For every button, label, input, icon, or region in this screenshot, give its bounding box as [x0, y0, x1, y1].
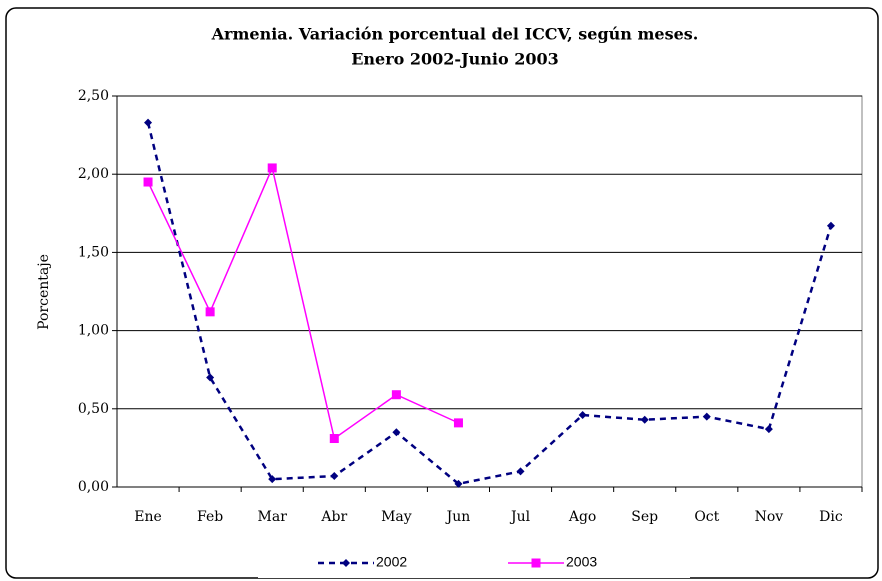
x-tick-label: Sep [631, 509, 658, 525]
x-tick-label: Abr [320, 509, 347, 525]
series-line [147, 165, 459, 440]
marker [143, 177, 153, 187]
marker [267, 163, 277, 173]
legend: 2002 2003 [318, 554, 597, 570]
chart-subtitle: Enero 2002-Junio 2003 [351, 50, 559, 69]
marker [205, 307, 215, 317]
marker [578, 411, 587, 420]
x-tick-label: Jun [445, 509, 471, 525]
x-tick-label: May [381, 509, 412, 525]
plot-area [116, 95, 863, 488]
marker [206, 373, 215, 382]
x-tick-label: Nov [755, 509, 784, 525]
marker [268, 475, 277, 484]
marker [640, 415, 649, 424]
marker [391, 390, 401, 400]
x-tick-label: Jul [509, 509, 531, 525]
marker [144, 118, 153, 127]
legend-label: 2003 [566, 554, 597, 570]
x-tick-label: Mar [258, 509, 288, 525]
x-tick-label: Oct [694, 509, 719, 525]
marker [764, 425, 773, 434]
series-line [146, 122, 833, 486]
chart-title: Armenia. Variación porcentual del ICCV, … [211, 25, 699, 44]
x-tick-label: Ago [568, 509, 597, 525]
marker [392, 428, 401, 437]
marker [516, 467, 525, 476]
x-tick-label: Dic [819, 509, 843, 525]
y-tick-label: 0,50 [78, 401, 109, 417]
marker [826, 221, 835, 230]
y-tick-label: 2,50 [78, 88, 109, 104]
y-tick-label: 0,00 [78, 479, 109, 495]
marker [330, 472, 339, 481]
x-tick-label: Ene [134, 509, 162, 525]
legend-label: 2002 [376, 554, 407, 570]
y-tick-label: 1,50 [78, 244, 109, 260]
marker [329, 434, 339, 444]
x-tick-label: Feb [197, 509, 223, 525]
marker [454, 479, 463, 488]
marker [702, 412, 711, 421]
marker [453, 418, 463, 428]
y-axis-label: Porcentaje [36, 254, 52, 330]
y-tick-label: 2,00 [78, 166, 109, 182]
legend-marker [342, 559, 350, 567]
legend-marker [531, 558, 541, 568]
y-tick-label: 1,00 [78, 323, 109, 339]
